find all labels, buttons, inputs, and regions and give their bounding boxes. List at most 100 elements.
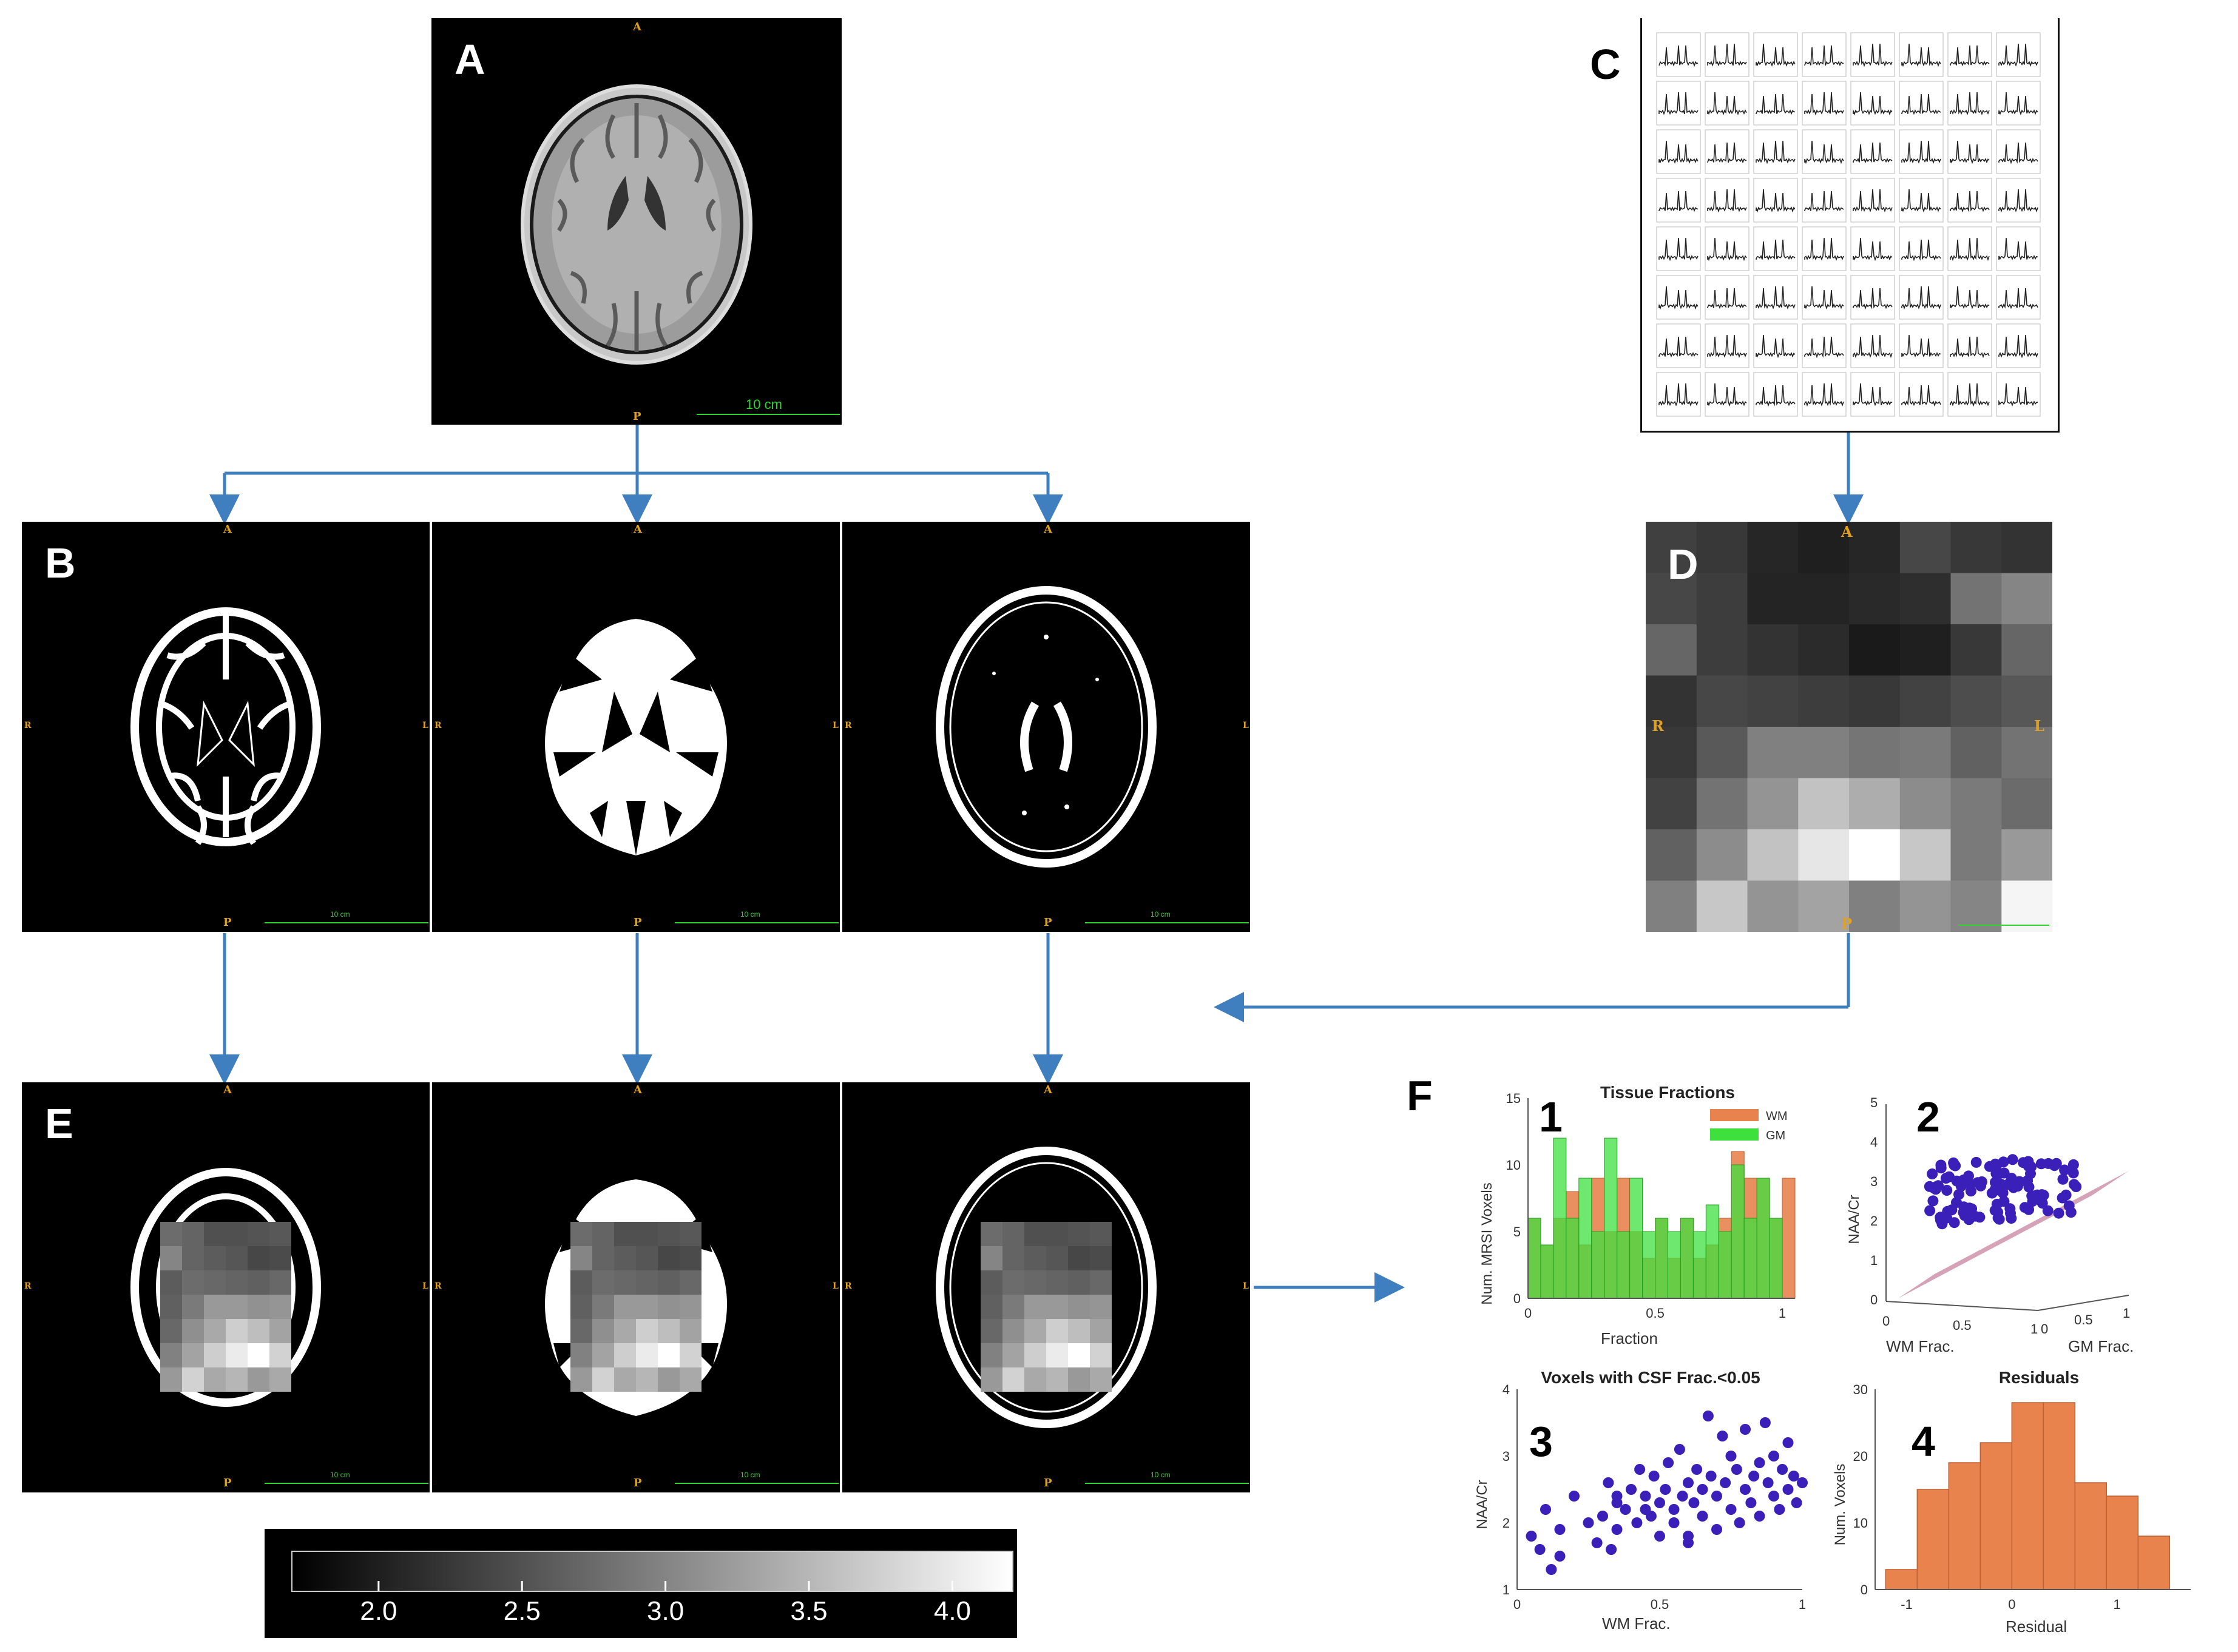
map-voxel [1696,829,1748,881]
colorbar: 2.0 2.5 3.0 3.5 4.0 [265,1529,1017,1638]
overlay-voxel [680,1270,701,1295]
spectrum-cell [1850,275,1895,320]
scatter-point [1759,1417,1771,1428]
map-voxel [1646,624,1697,676]
scatter-point [1745,1497,1757,1508]
spectrum-cell [1705,32,1749,77]
overlay-voxel [1068,1343,1090,1367]
orient-posterior: P [634,1477,642,1489]
map-voxel [1747,880,1799,932]
scatter-point [1948,1157,1959,1168]
overlay-voxel [570,1270,592,1295]
scatter-point [1620,1504,1631,1515]
overlay-voxel [1068,1222,1090,1246]
x-tick-label: 0.5 [1646,1306,1665,1321]
map-voxel [1646,880,1697,932]
overlay-voxel [226,1222,248,1246]
scale-bar [1085,1483,1249,1484]
spectrum-trace [1707,43,1747,67]
spectrum-cell [1705,226,1749,271]
spectrum-cell [1899,129,1944,174]
scatter-point [1797,1477,1808,1488]
spectrum-cell [1947,226,1992,271]
spectrum-trace [1853,142,1893,164]
map-voxel [1747,522,1799,573]
plot-1-number: 1 [1539,1093,1563,1141]
spectrum-cell [1705,178,1749,223]
map-voxel [1899,727,1952,778]
scatter-point [2063,1200,2075,1212]
scatter-point [1958,1201,1970,1213]
spectrum-trace [1853,237,1893,261]
y-tick-label: 20 [1853,1449,1868,1464]
spectrum-trace [1901,189,1941,213]
overlay-voxel [636,1343,658,1367]
orient-anterior: A [1044,523,1052,536]
plot-4-number: 4 [1912,1418,1935,1465]
spectrum-trace [1853,334,1893,359]
spectrum-trace [1901,286,1941,310]
orient-right: R [24,721,32,730]
overlay-voxel [226,1270,248,1295]
map-voxel [1849,829,1901,881]
plot-3-ylabel: NAA/Cr [1474,1480,1490,1529]
spectrum-cell [1802,323,1847,368]
scatter-point [1951,1175,1962,1187]
scatter-point [2057,1173,2069,1185]
spectrum-cell [1656,129,1701,174]
map-voxel [1646,522,1697,573]
scatter-point [1697,1484,1708,1495]
bar-gm [1667,1231,1681,1299]
spectrum-trace [1756,334,1796,359]
spectrum-trace [1853,383,1893,406]
label-d: D [1668,541,1699,588]
overlay-voxel [680,1246,701,1270]
overlay-voxel [248,1343,269,1367]
overlay-voxel [1024,1343,1046,1367]
orient-left: L [833,721,839,730]
overlay-voxel [1024,1270,1046,1295]
map-voxel [1849,880,1901,932]
scatter-point [1583,1517,1594,1528]
overlay-voxel [614,1343,636,1367]
bar-gm [1756,1178,1770,1299]
y-tick-label: 3 [1503,1449,1510,1464]
spectrum-cell [1753,32,1798,77]
overlay-voxel [1002,1319,1024,1343]
overlay-voxel [636,1319,658,1343]
scatter-point [2067,1167,2079,1179]
scatter-point [1990,1158,2001,1170]
scatter-point [1935,1162,1947,1174]
scatter-point [1526,1531,1537,1542]
scatter-point [2042,1205,2054,1216]
spectrum-cell [1899,372,1944,417]
scatter-point [1734,1517,1745,1528]
svg-text:3: 3 [1870,1174,1878,1189]
overlay-voxel [1046,1270,1068,1295]
scatter-point [1791,1497,1802,1508]
scatter-point [1603,1477,1614,1488]
overlay-voxel [592,1343,614,1367]
map-voxel [1646,829,1697,881]
bar-residual [1948,1462,1981,1590]
overlay-voxel [182,1343,204,1367]
y-tick-label: 1 [1503,1582,1510,1597]
spectrum-cell [1705,129,1749,174]
plot-4-ylabel: Num. Voxels [1832,1464,1848,1546]
overlay-voxel [160,1343,182,1367]
svg-text:1: 1 [2030,1321,2038,1337]
spectrum-cell [1802,81,1847,126]
overlay-voxel [570,1295,592,1319]
scatter-point [1597,1511,1608,1522]
map-voxel [1696,778,1748,830]
map-voxel [1696,727,1748,778]
overlay-voxel [592,1246,614,1270]
overlay-voxel [1068,1246,1090,1270]
scatter-point [1754,1511,1765,1522]
spectrum-cell [1802,32,1847,77]
colorbar-tick-label: 2.0 [360,1596,397,1626]
spectrum-cell [1996,323,2041,368]
spectrum-trace [1804,45,1844,67]
map-voxel [1646,727,1697,778]
spectrum-trace [1998,334,2038,359]
